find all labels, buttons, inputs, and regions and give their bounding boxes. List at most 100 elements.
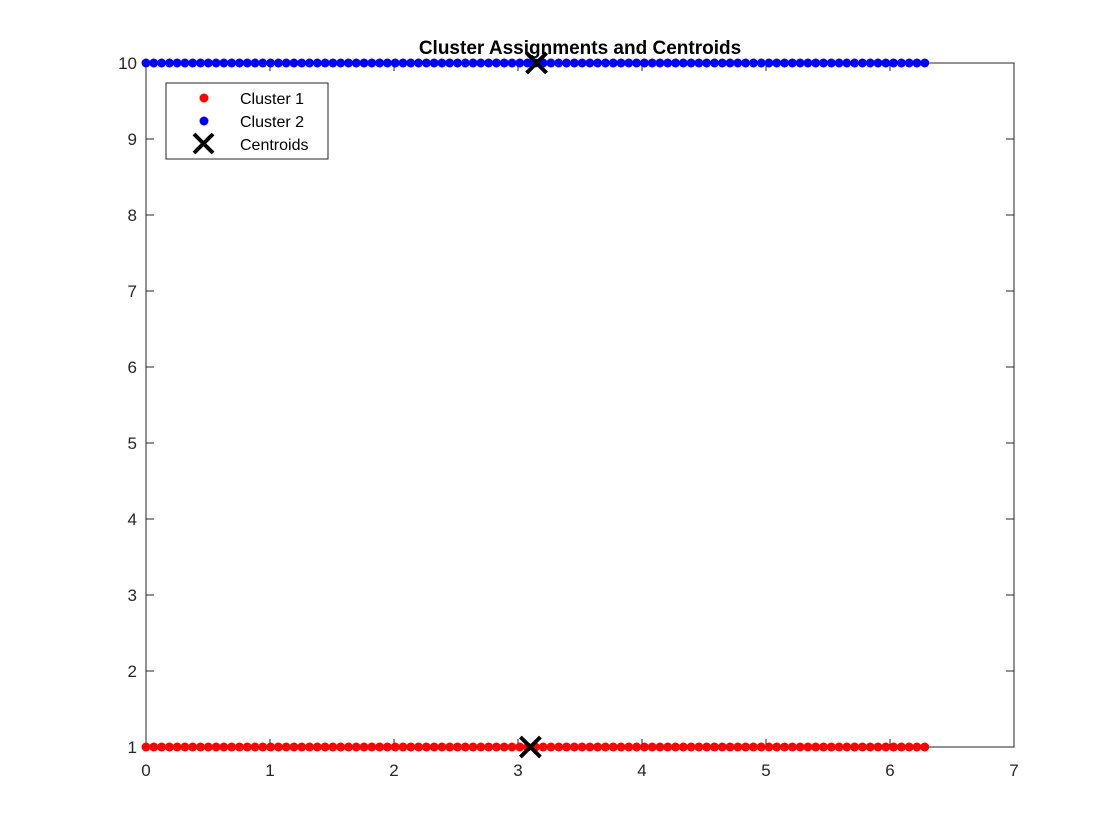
data-point: [523, 58, 533, 68]
data-point: [343, 742, 353, 752]
data-point: [429, 742, 439, 752]
data-point: [562, 58, 572, 68]
data-point: [569, 58, 579, 68]
data-point: [873, 742, 883, 752]
data-point: [491, 58, 501, 68]
data-point: [780, 742, 790, 752]
data-point: [507, 58, 517, 68]
data-point: [266, 58, 276, 68]
x-tick-label: 1: [265, 761, 274, 780]
data-point: [406, 58, 416, 68]
data-point: [250, 742, 260, 752]
y-tick-label: 1: [128, 738, 137, 757]
data-point: [289, 58, 299, 68]
y-tick-label: 6: [128, 358, 137, 377]
y-tick-label: 9: [128, 130, 137, 149]
data-point: [367, 58, 377, 68]
data-point: [826, 742, 836, 752]
data-point: [772, 742, 782, 752]
data-point: [336, 58, 346, 68]
legend-label-cluster-2: Cluster 2: [240, 114, 304, 131]
data-point: [328, 742, 338, 752]
data-point: [219, 58, 229, 68]
data-point: [717, 58, 727, 68]
data-point: [600, 742, 610, 752]
data-point: [857, 58, 867, 68]
data-point: [328, 58, 338, 68]
data-point: [834, 742, 844, 752]
data-point: [320, 58, 330, 68]
data-point: [476, 742, 486, 752]
data-point: [445, 58, 455, 68]
data-point: [764, 58, 774, 68]
data-point: [507, 742, 517, 752]
data-point: [865, 58, 875, 68]
data-point: [499, 742, 509, 752]
centroid-marker: [525, 51, 549, 75]
data-point: [375, 742, 385, 752]
data-point: [227, 58, 237, 68]
data-point: [538, 742, 548, 752]
data-point: [795, 58, 805, 68]
data-point: [188, 58, 198, 68]
data-point: [818, 742, 828, 752]
y-axis: 1 2 3 4 5 6 7 8 9 10: [118, 54, 1014, 757]
data-point: [281, 58, 291, 68]
x-tick-label: 0: [141, 761, 150, 780]
data-point: [172, 742, 182, 752]
data-point: [733, 742, 743, 752]
data-point: [149, 58, 159, 68]
data-point: [850, 742, 860, 752]
data-point: [686, 58, 696, 68]
data-point: [180, 742, 190, 752]
data-point: [281, 742, 291, 752]
y-tick-label: 10: [118, 54, 137, 73]
data-point: [468, 742, 478, 752]
data-point: [795, 742, 805, 752]
data-point: [367, 742, 377, 752]
data-point: [741, 58, 751, 68]
data-point: [881, 58, 891, 68]
data-point: [180, 58, 190, 68]
data-point: [421, 58, 431, 68]
data-point: [227, 742, 237, 752]
data-point: [655, 58, 665, 68]
data-point: [305, 58, 315, 68]
data-point: [359, 58, 369, 68]
x-tick-label: 2: [389, 761, 398, 780]
chart-title: Cluster Assignments and Centroids: [419, 38, 741, 59]
data-point: [904, 742, 914, 752]
legend: Cluster 1 Cluster 2 Centroids: [165, 82, 329, 160]
data-point: [593, 742, 603, 752]
y-tick-label: 3: [128, 586, 137, 605]
data-point: [811, 742, 821, 752]
data-point: [671, 58, 681, 68]
data-series: [141, 51, 930, 759]
data-point: [733, 58, 743, 68]
data-point: [678, 58, 688, 68]
y-tick-label: 2: [128, 662, 137, 681]
data-point: [320, 742, 330, 752]
data-point: [912, 58, 922, 68]
data-point: [172, 58, 182, 68]
data-point: [312, 58, 322, 68]
data-point: [375, 58, 385, 68]
data-point: [842, 58, 852, 68]
data-point: [725, 742, 735, 752]
data-point: [632, 58, 642, 68]
data-point: [273, 58, 283, 68]
data-point: [203, 58, 213, 68]
y-tick-label: 8: [128, 206, 137, 225]
data-point: [343, 58, 353, 68]
data-point: [803, 742, 813, 752]
legend-label-centroids: Centroids: [240, 137, 308, 154]
data-point: [266, 742, 276, 752]
data-point: [242, 742, 252, 752]
data-point: [655, 742, 665, 752]
data-point: [787, 742, 797, 752]
x-tick-label: 4: [637, 761, 646, 780]
data-point: [141, 742, 151, 752]
data-point: [671, 742, 681, 752]
